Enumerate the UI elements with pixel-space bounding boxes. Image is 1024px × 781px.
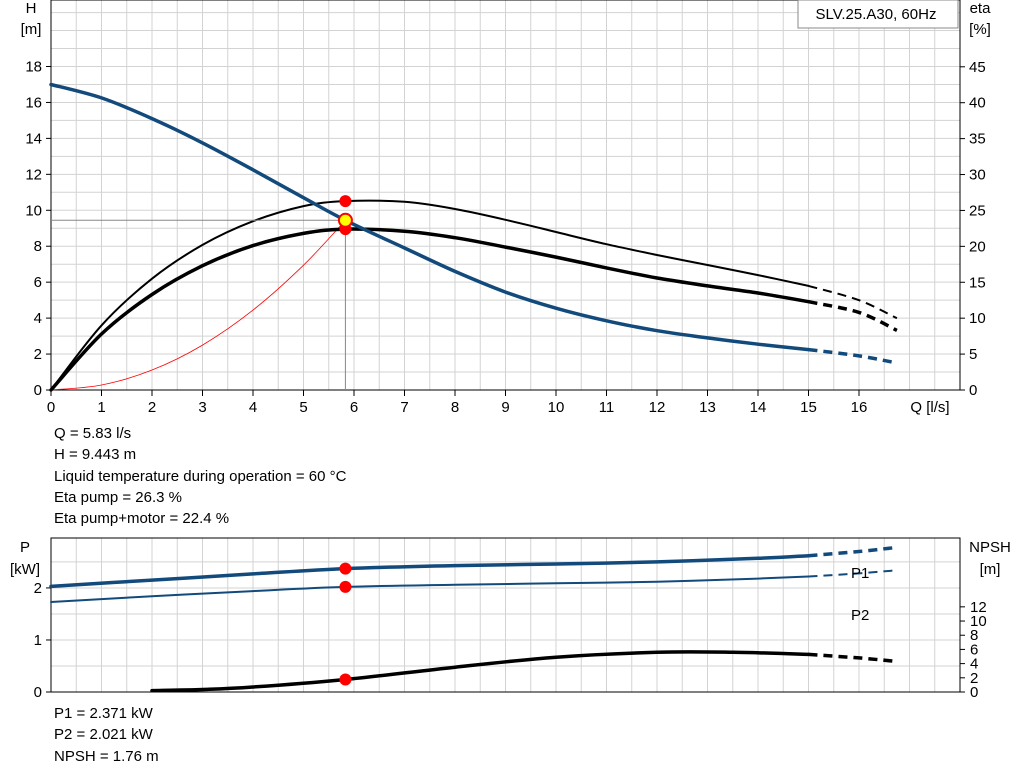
eta_pump_motor-curve-extrapolated [808,299,898,332]
y-right-tick-label: 25 [969,202,986,219]
p2-curve-extrapolated [808,569,897,578]
y-right-tick-label: 40 [969,95,986,112]
y-left-tick-label: 18 [25,58,42,75]
eta_pump_motor-curve [49,227,811,392]
x-tick-label: 12 [649,399,666,416]
x-axis-label: Q [l/s] [910,399,949,416]
info-eta-pump-motor: Eta pump+motor = 22.4 % [54,510,230,528]
p2-curve [50,575,810,603]
H-curve-extrapolated [808,347,898,365]
y-left-tick-label: 2 [34,580,42,597]
y-right-tick-label: 0 [969,382,977,399]
y-left-axis-label: H [26,0,37,17]
system_curve-curve [50,219,346,391]
y-left-tick-label: 4 [34,310,42,327]
x-tick-label: 13 [699,399,716,416]
y-left-axis-label: P [20,539,30,556]
info-h: H = 9.443 m [54,446,137,464]
y-left-tick-label: 1 [34,632,42,649]
op-marker-p1 [339,562,352,575]
y-right-axis-label: eta [970,0,992,17]
plot-frame [50,537,961,693]
y-right-tick-label: 10 [970,613,987,630]
y-right-axis-unit: [%] [969,21,991,38]
x-tick-label: 6 [350,399,358,416]
y-left-tick-label: 8 [34,238,42,255]
y-right-tick-label: 30 [969,167,986,184]
x-tick-label: 16 [851,399,868,416]
y-left-axis-unit: [m] [21,21,42,38]
H-curve [49,82,811,352]
y-right-tick-label: 5 [969,346,977,363]
x-tick-label: 0 [47,399,55,416]
x-tick-label: 7 [400,399,408,416]
operating-info-bottom: P1 = 2.371 kW P2 = 2.021 kW NPSH = 1.76 … [54,703,159,767]
y-left-tick-label: 2 [34,346,42,363]
qh-plot [50,0,961,391]
y-right-tick-label: 2 [970,670,978,687]
y-right-tick-label: 20 [969,238,986,255]
y-left-tick-label: 0 [34,382,42,399]
x-tick-label: 5 [299,399,307,416]
info-p2: P2 = 2.021 kW [54,726,153,744]
x-tick-label: 9 [501,399,509,416]
y-right-tick-label: 12 [970,599,987,616]
y-right-tick-label: 8 [970,627,978,644]
x-tick-label: 8 [451,399,459,416]
npsh-curve [150,650,811,693]
x-tick-label: 10 [548,399,565,416]
info-liquid-temp: Liquid temperature during operation = 60… [54,467,347,485]
p2-series-label: P2 [851,607,869,624]
y-left-tick-label: 6 [34,274,42,291]
operating-info-top: Q = 5.83 l/s H = 9.443 m Liquid temperat… [54,423,346,529]
y-left-tick-label: 0 [34,684,42,701]
x-tick-label: 1 [97,399,105,416]
eta_pump-curve-extrapolated [808,284,898,320]
eta_pump-curve [50,199,810,391]
npsh-curve-extrapolated [808,652,898,664]
info-p1: P1 = 2.371 kW [54,705,153,722]
y-right-axis-label: NPSH [969,539,1011,556]
p1-curve-extrapolated [808,545,898,558]
model-box [797,0,959,29]
info-npsh: NPSH = 1.76 m [54,747,159,765]
y-right-tick-label: 15 [969,274,986,291]
op-marker-npsh [339,673,352,686]
x-tick-label: 11 [599,399,615,416]
y-right-tick-label: 6 [970,641,978,658]
power-npsh-plot [50,537,961,693]
y-left-tick-label: 12 [25,166,42,183]
y-right-tick-label: 45 [969,59,986,76]
info-eta-pump: Eta pump = 26.3 % [54,488,182,506]
y-right-tick-label: 10 [969,310,986,327]
model-label: SLV.25.A30, 60Hz [816,6,937,23]
p1-series-label: P1 [851,565,869,582]
x-tick-label: 14 [750,399,767,416]
y-right-tick-label: 35 [969,131,986,148]
y-left-tick-label: 10 [25,202,42,219]
y-right-tick-label: 0 [970,684,978,701]
x-tick-label: 3 [198,399,206,416]
info-q: Q = 5.83 l/s [54,425,132,442]
y-left-tick-label: 14 [25,130,42,147]
op-marker-eta-pump [339,195,352,208]
y-right-tick-label: 4 [970,656,978,673]
op-marker-p2 [339,580,352,593]
op-marker-duty-point [337,212,353,228]
x-tick-label: 2 [148,399,156,416]
p1-curve [49,553,811,589]
x-tick-label: 4 [249,399,257,416]
y-left-tick-label: 16 [25,94,42,111]
y-right-axis-unit: [m] [980,561,1001,578]
y-left-axis-unit: [kW] [10,561,40,578]
x-tick-label: 15 [800,399,817,416]
